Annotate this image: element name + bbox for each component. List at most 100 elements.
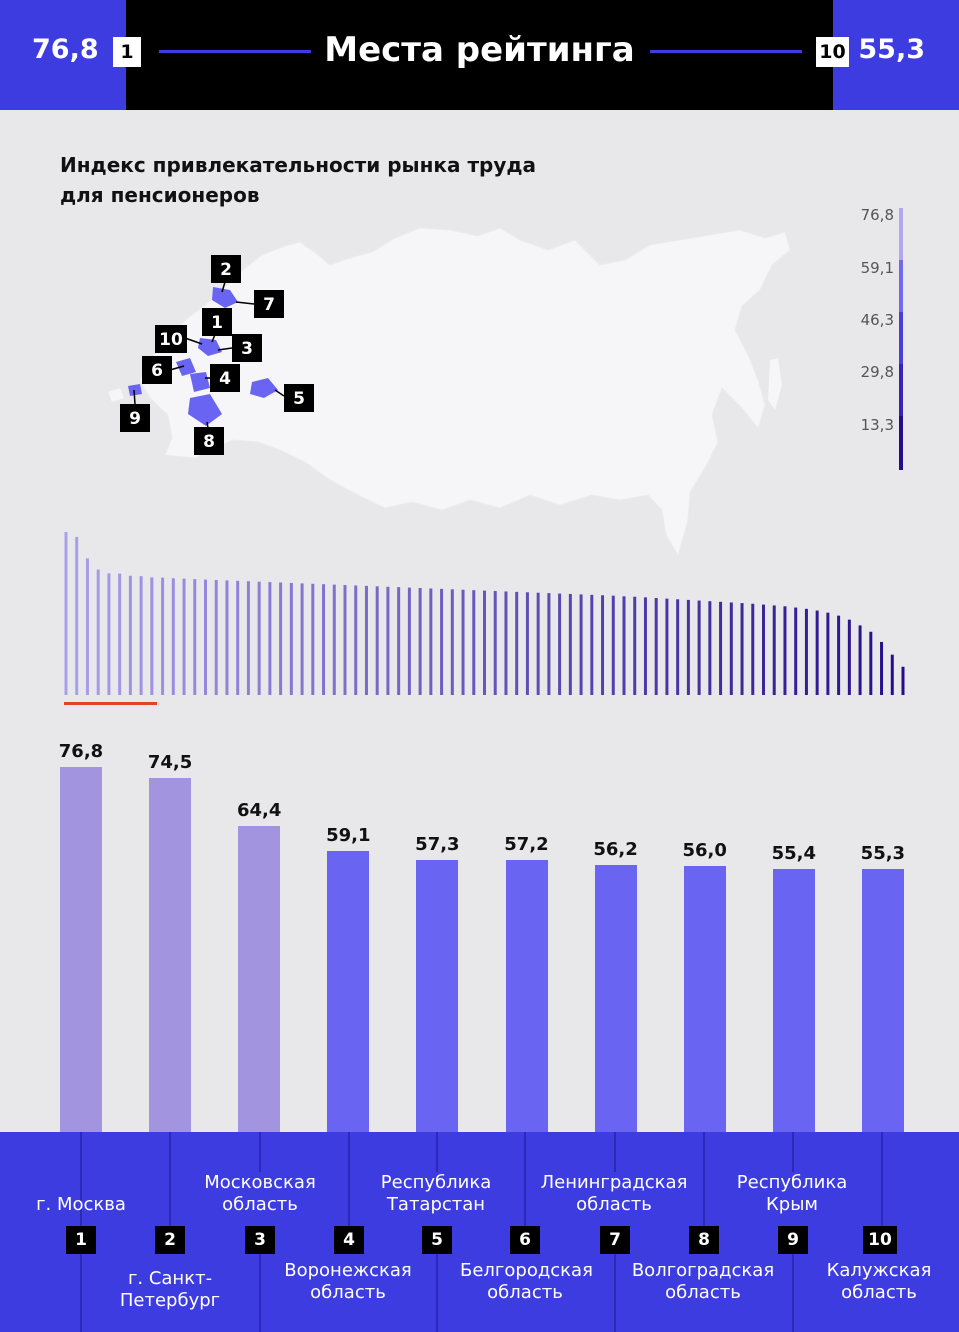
marker-line-6 xyxy=(169,365,185,371)
overview-bar-76 xyxy=(869,631,873,695)
header-bar: 76,8 1 Места рейтинга 10 55,3 xyxy=(0,0,959,110)
region-shape-voronezh xyxy=(190,372,210,392)
divider-5b xyxy=(436,1254,438,1332)
region-label-5: Республика Татарстан xyxy=(351,1172,521,1216)
rank-badge-1: 1 xyxy=(66,1226,96,1254)
rank-badge-8: 8 xyxy=(689,1226,719,1254)
overview-bar-44 xyxy=(525,592,529,695)
legend-label-4: 29,8 xyxy=(860,363,894,381)
region-label-7-text: Ленинградская область xyxy=(540,1172,688,1215)
overview-bar-49 xyxy=(579,594,583,695)
divider-2 xyxy=(169,1132,171,1227)
overview-bar-2 xyxy=(75,536,79,695)
overview-bar-78 xyxy=(890,654,894,695)
overview-bar-75 xyxy=(858,625,862,695)
overview-bar-15 xyxy=(214,579,218,695)
marker-line-7 xyxy=(235,301,255,305)
rank-badge-7: 7 xyxy=(600,1226,630,1254)
map-marker-9-label: 9 xyxy=(129,409,141,429)
overview-bar-32 xyxy=(397,587,401,695)
region-label-4: Воронежская область xyxy=(263,1260,433,1304)
overview-bar-9 xyxy=(150,577,154,695)
region-label-6: Белгородская область xyxy=(440,1260,610,1304)
overview-bar-27 xyxy=(343,585,347,695)
rank-badge-10: 10 xyxy=(863,1226,897,1254)
top10-highlight-line xyxy=(64,702,157,705)
overview-bar-54 xyxy=(633,596,637,695)
legend-label-1: 76,8 xyxy=(860,206,894,224)
overview-bar-67 xyxy=(772,605,776,695)
overview-bar-31 xyxy=(386,586,390,695)
russia-map: 2 7 1 10 3 6 4 5 9 8 xyxy=(108,227,791,557)
overview-bar-66 xyxy=(762,604,765,695)
overview-bar-17 xyxy=(236,580,240,695)
map-marker-1 xyxy=(202,308,232,336)
bar-value-label-9: 55,4 xyxy=(771,842,816,864)
region-shape-spb xyxy=(212,287,238,308)
legend-swatch-3 xyxy=(899,312,903,364)
overview-bar-52 xyxy=(611,595,615,695)
map-marker-6 xyxy=(142,356,172,384)
region-labels-panel: 1 2 3 4 5 6 7 8 9 10 г. Москва г. Санкт-… xyxy=(0,1132,959,1332)
overview-bar-53 xyxy=(622,596,626,695)
overview-bar-69 xyxy=(794,607,798,695)
overview-bar-43 xyxy=(515,591,519,695)
overview-bar-72 xyxy=(826,612,830,695)
bar-5 xyxy=(416,859,459,1132)
overview-bar-41 xyxy=(493,591,497,695)
region-label-5-text: Республика Татарстан xyxy=(380,1172,492,1215)
overview-bar-29 xyxy=(364,585,368,695)
map-marker-10 xyxy=(155,325,187,353)
overview-bar-35 xyxy=(429,588,433,695)
overview-bar-42 xyxy=(504,591,508,695)
map-marker-8-label: 8 xyxy=(203,432,215,452)
header-line-right xyxy=(650,50,802,53)
rank-badge-3: 3 xyxy=(245,1226,275,1254)
overview-bar-51 xyxy=(601,595,605,695)
overview-bar-19 xyxy=(257,581,261,695)
region-label-10: Калужская область xyxy=(794,1260,959,1304)
map-marker-7-label: 7 xyxy=(263,295,275,315)
rank-badge-9: 9 xyxy=(778,1226,808,1254)
overview-bar-55 xyxy=(643,597,647,695)
russia-outline xyxy=(139,227,791,557)
highlighted-regions xyxy=(128,287,278,426)
divider-8 xyxy=(703,1132,705,1227)
overview-bar-13 xyxy=(193,579,197,695)
bar-value-label-2: 74,5 xyxy=(147,751,193,773)
overview-bar-37 xyxy=(450,589,454,695)
region-label-3: Московская область xyxy=(175,1172,345,1216)
overview-bar-1 xyxy=(64,532,68,695)
map-marker-2-label: 2 xyxy=(220,260,232,280)
sakhalin-shape xyxy=(768,358,782,410)
bar-value-label-6: 57,2 xyxy=(504,834,549,856)
bar-value-label-3: 64,4 xyxy=(236,799,282,821)
rank-badge-2: 2 xyxy=(155,1226,185,1254)
overview-bar-58 xyxy=(676,599,680,695)
overview-bar-22 xyxy=(289,582,293,695)
overview-bar-77 xyxy=(880,641,884,695)
bar-6 xyxy=(505,860,548,1132)
bar-3 xyxy=(238,825,281,1132)
region-shape-volgograd xyxy=(188,394,222,426)
bar-value-label-5: 57,3 xyxy=(415,833,460,855)
bar-2 xyxy=(149,777,192,1132)
divider-5a xyxy=(436,1132,438,1172)
overview-bar-10 xyxy=(161,577,165,695)
legend-swatch-2 xyxy=(899,260,903,312)
divider-1b xyxy=(80,1254,82,1332)
map-marker-4 xyxy=(210,364,240,392)
kaliningrad-shape xyxy=(108,388,124,402)
overview-bar-18 xyxy=(246,581,250,695)
divider-9b xyxy=(792,1254,794,1332)
map-marker-1-label: 1 xyxy=(211,313,223,333)
legend-swatch-1 xyxy=(899,208,903,260)
map-marker-6-label: 6 xyxy=(151,361,163,381)
marker-line-5 xyxy=(274,389,285,397)
overview-bar-73 xyxy=(837,615,841,695)
region-label-2-text: г. Санкт-Петербург xyxy=(119,1268,221,1311)
overview-bar-23 xyxy=(300,583,304,695)
divider-7a xyxy=(614,1132,616,1172)
overview-bar-chart xyxy=(64,532,905,705)
map-marker-10-label: 10 xyxy=(159,330,183,350)
